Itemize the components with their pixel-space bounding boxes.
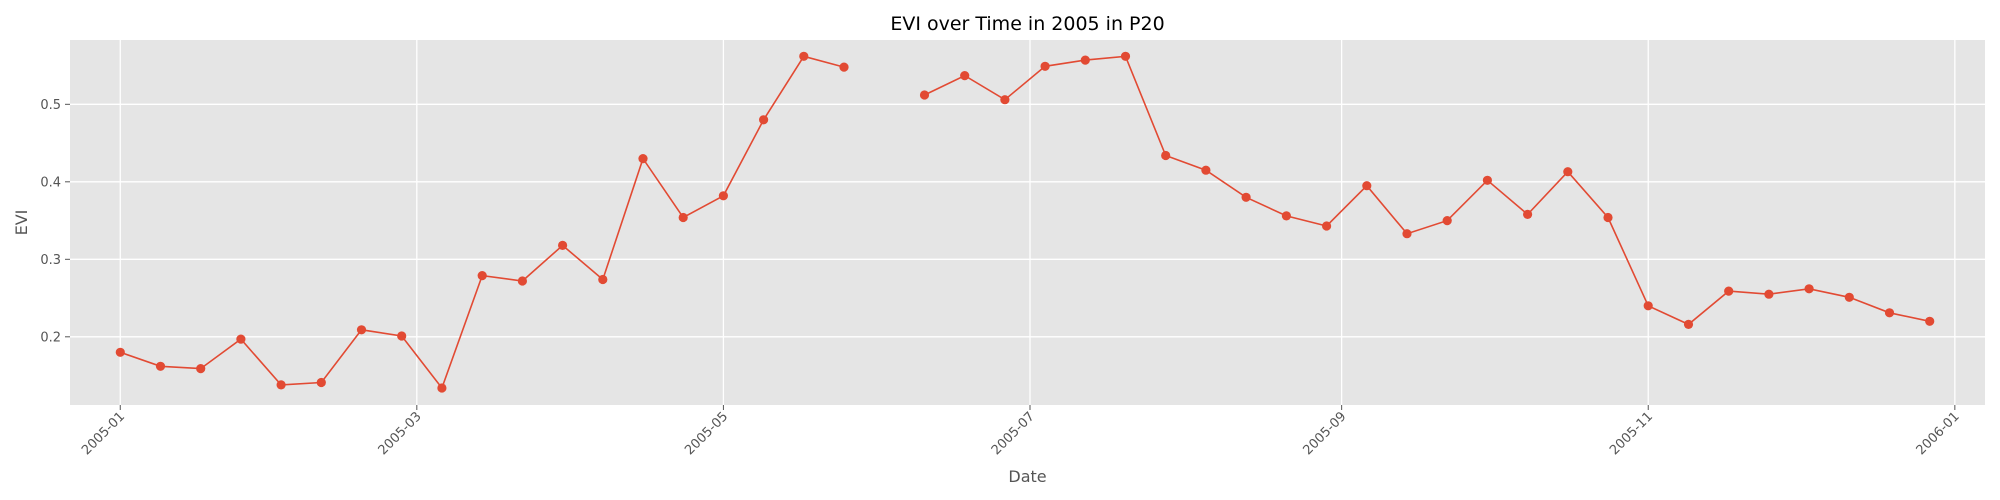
data-point: [1724, 286, 1734, 296]
data-point: [1241, 192, 1251, 202]
data-point: [477, 271, 487, 281]
series-line: [924, 55, 1930, 326]
data-point: [799, 51, 809, 61]
x-tick-label: 2005-11: [1607, 409, 1656, 458]
data-point: [115, 347, 125, 357]
y-tick-label: 0.5: [40, 98, 61, 113]
grid-lines: [70, 40, 1985, 405]
data-point: [1804, 284, 1814, 294]
data-point: [397, 331, 407, 341]
data-point: [1362, 181, 1372, 191]
data-point: [155, 361, 166, 371]
data-point: [1523, 209, 1533, 219]
data-point: [759, 115, 769, 125]
x-tick-label: 2005-01: [79, 409, 128, 458]
data-point: [1040, 61, 1050, 71]
data-point: [196, 364, 206, 374]
data-point: [356, 325, 367, 335]
data-point: [1080, 55, 1090, 65]
data-point: [1643, 301, 1653, 311]
data-point: [1402, 229, 1412, 239]
data-point: [517, 276, 528, 286]
y-tick-label: 0.2: [40, 330, 61, 345]
data-point: [598, 274, 608, 285]
data-point: [678, 212, 688, 223]
data-point: [1000, 95, 1010, 105]
data-point: [558, 240, 568, 250]
data-point: [1764, 289, 1774, 299]
data-point: [276, 380, 286, 390]
data-point: [437, 383, 447, 393]
data-point: [1844, 292, 1854, 302]
data-point: [638, 154, 648, 164]
x-tick-label: 2006-01: [1914, 409, 1963, 458]
x-tick-label: 2005-07: [989, 409, 1038, 458]
y-tick-label: 0.4: [40, 175, 61, 190]
data-point: [1925, 316, 1935, 326]
series-layer: [115, 51, 1935, 393]
y-axis-label: EVI: [12, 210, 31, 236]
data-point: [316, 377, 326, 388]
y-tick-label: 0.3: [40, 253, 61, 268]
data-point: [1161, 150, 1171, 161]
data-point: [1683, 319, 1694, 329]
plot-background: [70, 40, 1985, 405]
data-point: [1281, 211, 1291, 221]
x-tick-label: 2005-03: [376, 409, 425, 458]
data-point: [1603, 212, 1613, 223]
data-point: [1322, 221, 1332, 231]
data-point: [839, 62, 849, 72]
data-point: [718, 191, 729, 201]
data-point: [236, 334, 246, 344]
data-point: [960, 71, 970, 81]
data-point: [1120, 51, 1131, 61]
data-point: [1442, 216, 1452, 226]
x-axis-label: Date: [1008, 467, 1046, 486]
x-tick-label: 2005-09: [1300, 409, 1349, 458]
data-point: [1482, 175, 1492, 185]
chart-title: EVI over Time in 2005 in P20: [890, 13, 1164, 35]
data-point: [1201, 165, 1211, 175]
data-point: [919, 90, 930, 100]
x-tick-label: 2005-05: [682, 409, 731, 458]
data-point: [1563, 167, 1573, 177]
data-point: [1884, 308, 1895, 318]
